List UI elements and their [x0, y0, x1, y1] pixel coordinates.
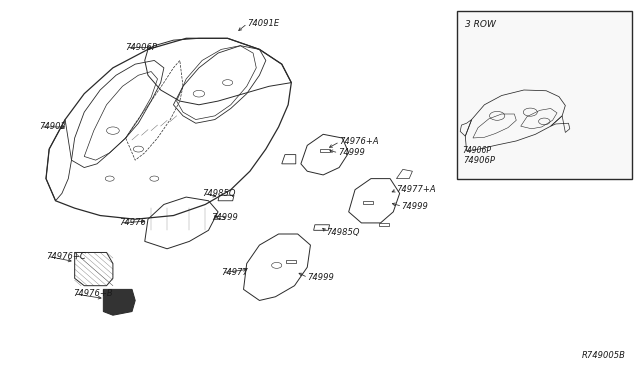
Bar — [457, 11, 632, 179]
Text: 74906P: 74906P — [462, 147, 491, 155]
Text: 74906P: 74906P — [125, 43, 157, 52]
Text: 74999: 74999 — [307, 273, 334, 282]
Bar — [379, 223, 389, 226]
Text: 74999: 74999 — [212, 213, 239, 222]
Text: 74999: 74999 — [338, 148, 365, 157]
Text: 74902: 74902 — [40, 122, 67, 131]
Text: 74985Q: 74985Q — [202, 189, 236, 198]
Text: 3 ROW: 3 ROW — [465, 20, 495, 29]
Polygon shape — [103, 289, 135, 315]
Text: 74091E: 74091E — [246, 19, 279, 28]
Bar — [320, 150, 330, 153]
Text: 74999: 74999 — [401, 202, 428, 211]
Text: 74977: 74977 — [221, 268, 248, 277]
Bar — [286, 260, 296, 263]
Bar — [214, 216, 225, 219]
Text: 74985Q: 74985Q — [326, 228, 360, 237]
Text: 74906P: 74906P — [463, 155, 495, 165]
Text: R749005B: R749005B — [582, 350, 626, 359]
Text: 74976: 74976 — [119, 218, 146, 227]
Text: 74977+A: 74977+A — [396, 185, 436, 194]
Text: 74976+A: 74976+A — [339, 137, 379, 146]
Bar — [363, 201, 373, 204]
Text: 74976+C: 74976+C — [46, 251, 86, 261]
Text: 74976+B: 74976+B — [73, 289, 113, 298]
